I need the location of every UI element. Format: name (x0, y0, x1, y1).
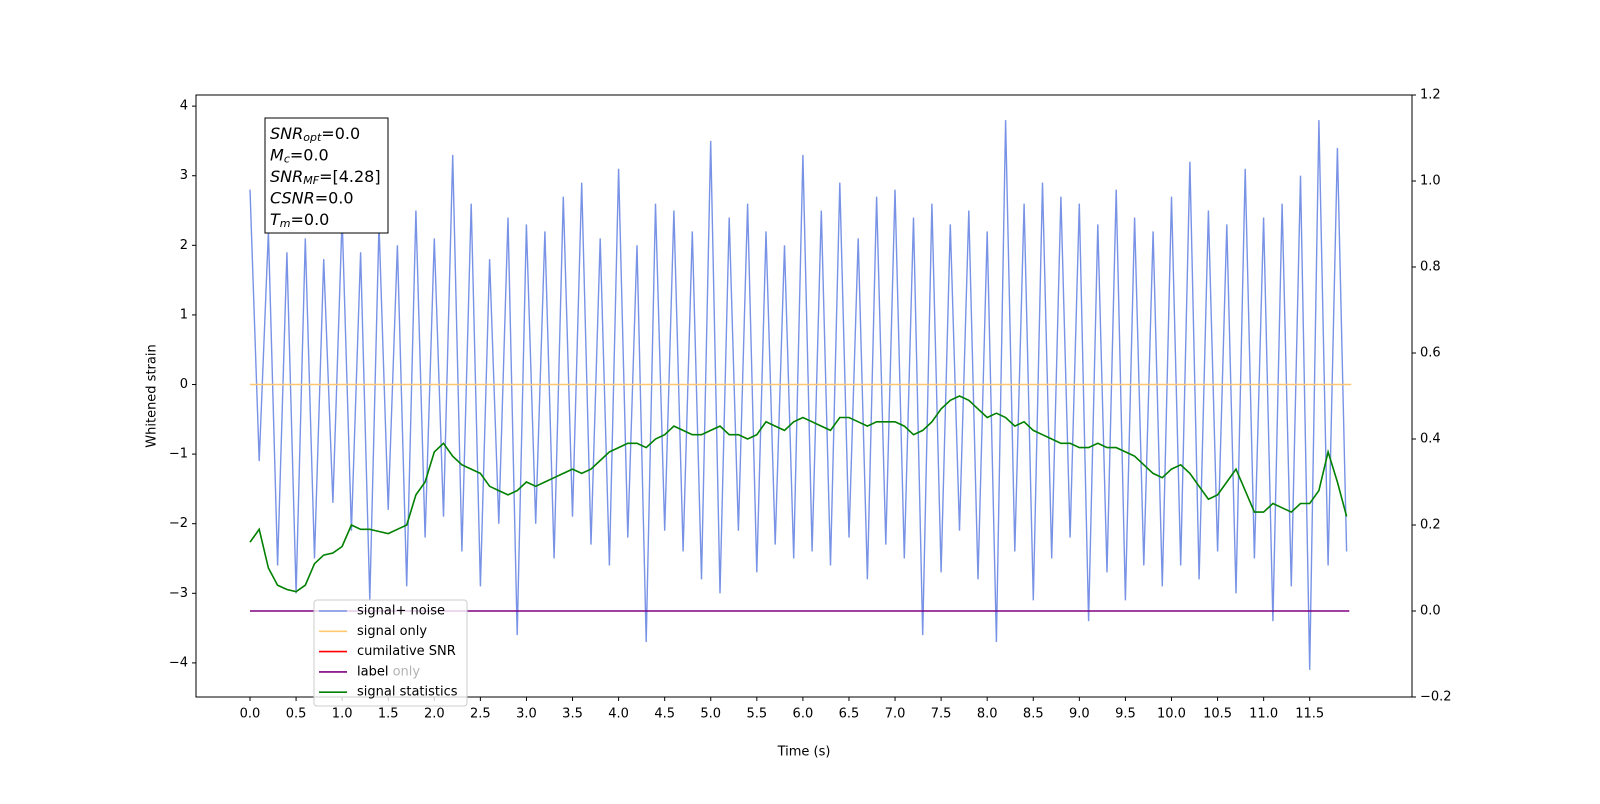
info-symbol: CSNR (270, 188, 315, 207)
y-tick-label: −1 (169, 447, 188, 462)
y-axis-label: Whitened strain (145, 344, 160, 447)
info-subscript: MF (303, 174, 319, 187)
x-tick-label: 8.5 (1023, 707, 1044, 722)
info-value: =0.0 (290, 145, 329, 164)
x-tick-label: 5.0 (700, 707, 721, 722)
y2-tick-label: 0.8 (1420, 260, 1441, 275)
legend-label: signal statistics (357, 685, 458, 700)
legend: signal+ noise signal only cumilative SNR la… (313, 599, 468, 707)
x-tick-label: 5.5 (746, 707, 767, 722)
x-tick-label: 2.5 (470, 707, 491, 722)
info-symbol: M (270, 145, 284, 164)
y2-tick-label: 1.2 (1420, 88, 1441, 103)
x-tick-label: 7.5 (931, 707, 952, 722)
x-tick-label: 1.5 (378, 707, 399, 722)
y-tick-label: 3 (180, 168, 188, 183)
x-tick-label: 8.0 (977, 707, 998, 722)
legend-frame (313, 599, 468, 707)
info-line: CSNR=0.0 (270, 188, 354, 207)
x-tick-label: 6.5 (839, 707, 860, 722)
y-tick-label: −2 (169, 516, 188, 531)
y-tick-label: 1 (180, 307, 188, 322)
series-line (249, 120, 1348, 670)
info-symbol: T (270, 210, 281, 229)
info-line: Mc=0.0 (270, 145, 329, 166)
x-tick-label: 6.0 (793, 707, 814, 722)
info-symbol: SNR (270, 167, 303, 186)
legend-label: label only (357, 664, 420, 679)
legend-label: signal only (357, 624, 427, 639)
x-tick-label: 0.5 (286, 707, 307, 722)
legend-label: signal+ noise (357, 604, 445, 619)
info-value: =[4.28] (319, 167, 381, 186)
info-line: SNRMF=[4.28] (270, 167, 381, 188)
info-value: =0.0 (291, 210, 330, 229)
y2-tick-label: 0.0 (1420, 604, 1441, 619)
x-tick-label: 11.5 (1295, 707, 1324, 722)
y2-tick-label: 0.4 (1420, 432, 1441, 447)
info-subscript: c (284, 153, 290, 166)
x-tick-label: 4.0 (608, 707, 629, 722)
x-tick-label: 2.0 (424, 707, 445, 722)
series-line (249, 395, 1348, 593)
y-tick-label: 0 (180, 377, 188, 392)
y-tick-label: −4 (169, 655, 188, 670)
info-subscript: opt (303, 131, 322, 144)
x-tick-label: 1.0 (332, 707, 353, 722)
info-value: =0.0 (315, 188, 354, 207)
x-tick-label: 0.0 (240, 707, 261, 722)
info-subscript: m (280, 217, 291, 230)
legend-label: label (357, 664, 388, 679)
info-value: =0.0 (321, 124, 360, 143)
y2-tick-label: −0.2 (1420, 690, 1452, 705)
x-tick-label: 11.0 (1249, 707, 1278, 722)
x-tick-label: 9.5 (1115, 707, 1136, 722)
info-box: SNRopt=0.0Mc=0.0SNRMF=[4.28]CSNR=0.0Tm=0… (264, 117, 389, 234)
y2-tick-label: 0.2 (1420, 518, 1441, 533)
y2-tick-label: 1.0 (1420, 174, 1441, 189)
legend-label: cumilative SNR (357, 644, 456, 659)
y-tick-label: 2 (180, 238, 188, 253)
plot-frame (195, 94, 1413, 698)
x-tick-label: 7.0 (885, 707, 906, 722)
y2-tick-label: 0.6 (1420, 346, 1441, 361)
y-tick-label: 4 (180, 99, 188, 114)
x-tick-label: 3.5 (562, 707, 583, 722)
x-tick-label: 10.5 (1203, 707, 1232, 722)
x-tick-label: 10.0 (1157, 707, 1186, 722)
info-box-frame (264, 117, 389, 234)
y-tick-label: −3 (169, 586, 188, 601)
info-line: SNRopt=0.0 (270, 124, 360, 145)
x-tick-label: 9.0 (1069, 707, 1090, 722)
info-symbol: SNR (270, 124, 303, 143)
x-tick-label: 3.0 (516, 707, 537, 722)
x-axis-label: Time (s) (777, 745, 831, 760)
info-line: Tm=0.0 (270, 210, 329, 231)
x-tick-label: 4.5 (654, 707, 675, 722)
